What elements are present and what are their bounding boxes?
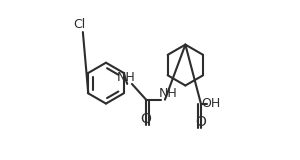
Text: Cl: Cl [73,18,86,31]
Text: NH: NH [158,87,177,100]
Text: O: O [195,116,206,129]
Text: OH: OH [202,97,221,110]
Text: NH: NH [116,71,135,84]
Text: O: O [140,112,151,125]
